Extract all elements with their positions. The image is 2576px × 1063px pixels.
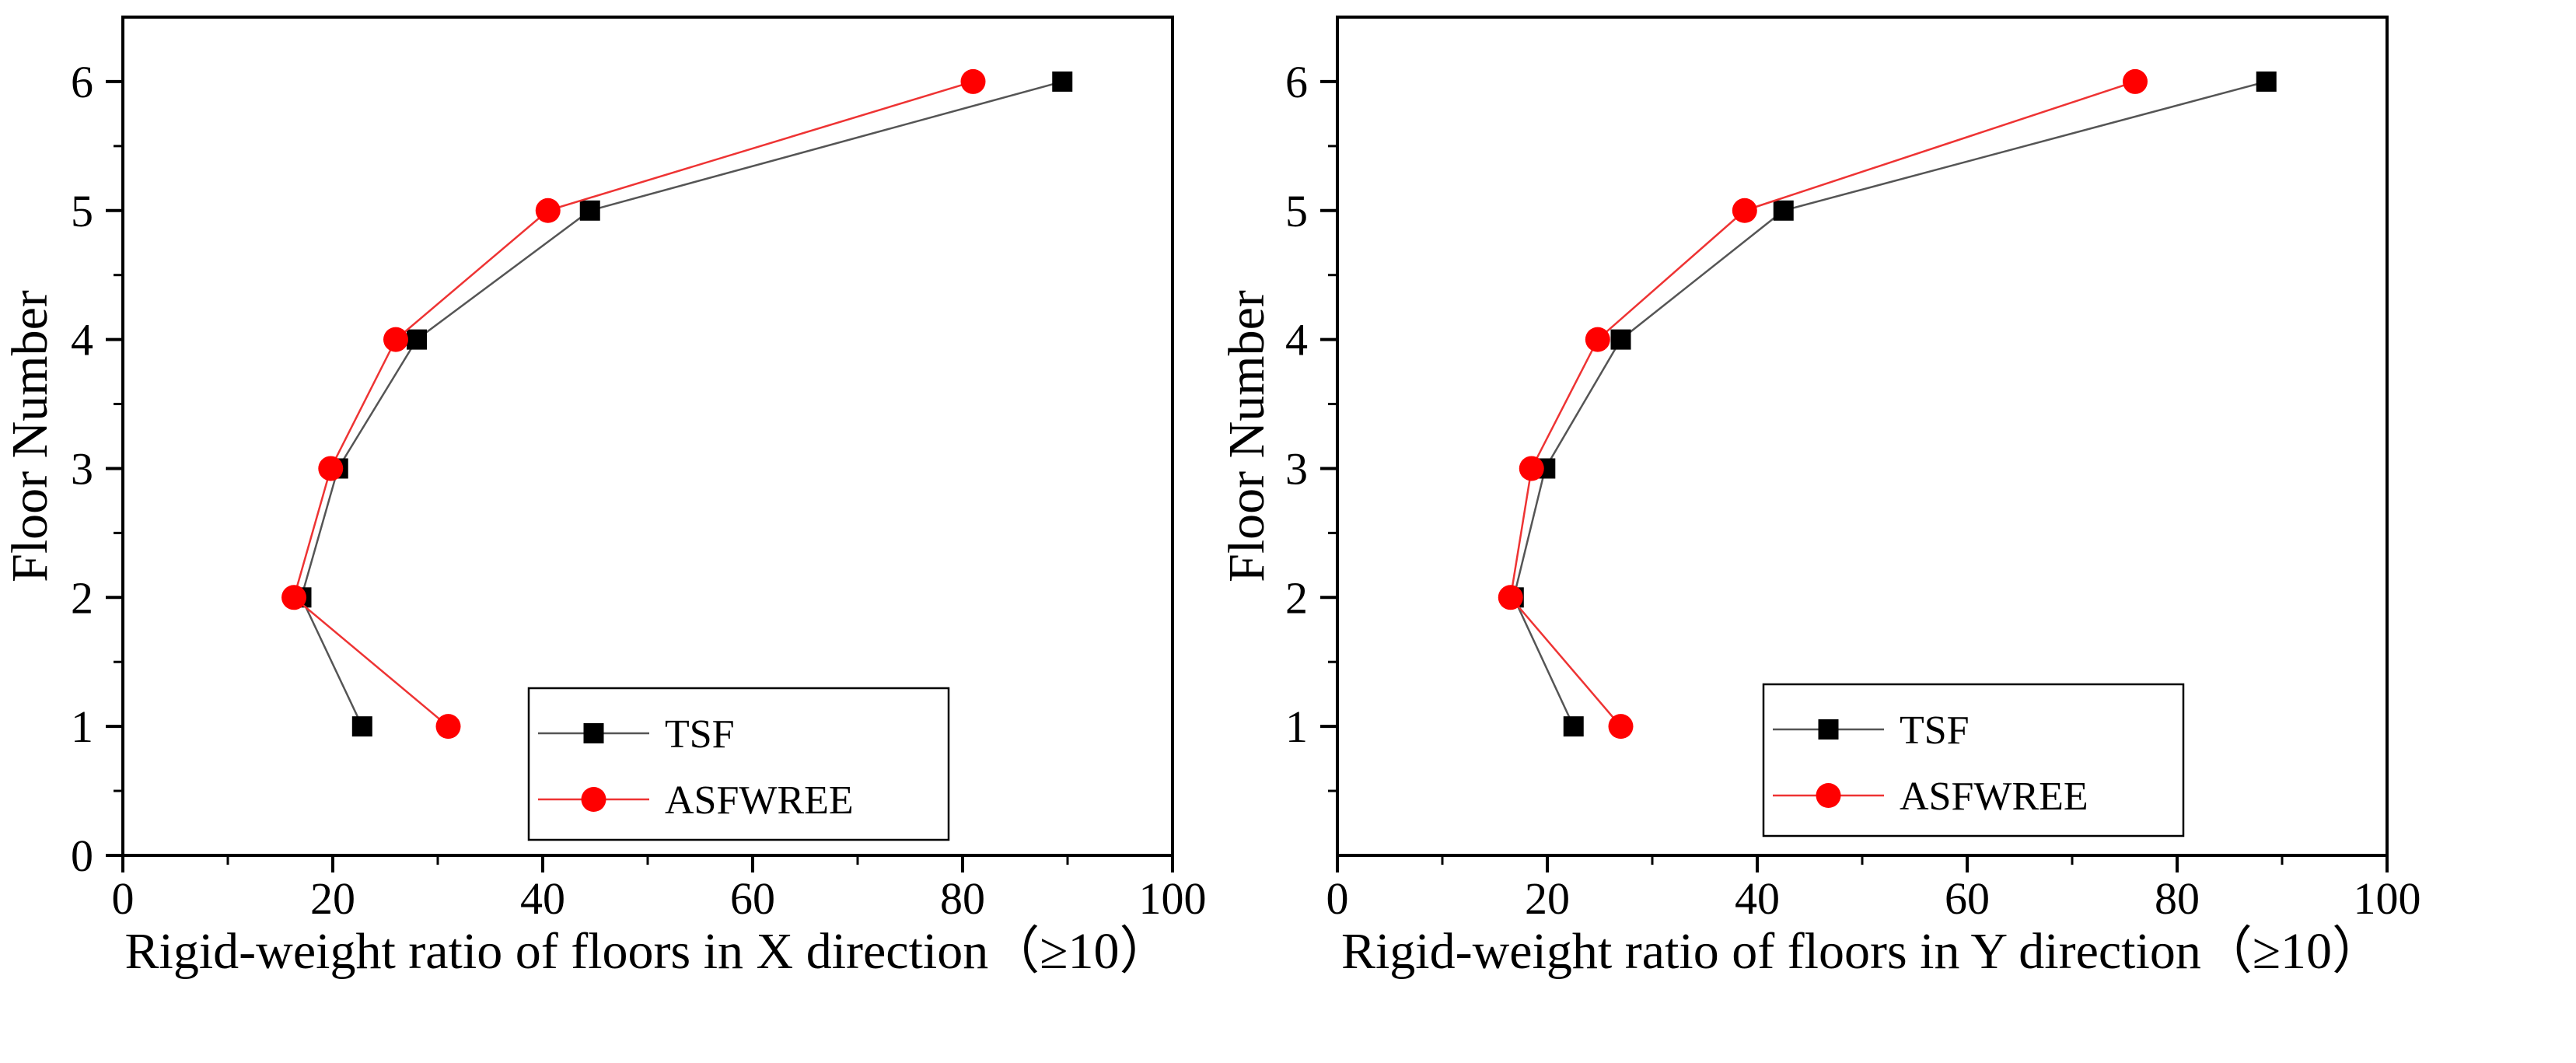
series-line-tsf [1512,80,2267,727]
data-point-tsf [1773,200,1794,221]
data-point-tsf [1610,329,1631,350]
x-tick-label: 80 [2155,873,2200,924]
y-tick-label: 2 [71,572,93,623]
y-tick-label: 3 [1285,443,1308,494]
x-axis-title: Rigid-weight ratio of floors in X direct… [124,923,1170,980]
data-point-tsf [1052,71,1073,92]
x-tick-label: 100 [2354,873,2421,924]
data-point-asfwree [1585,327,1610,352]
data-point-asfwree [960,68,986,94]
legend: TSF ASFWREE [527,687,950,841]
data-point-asfwree [318,456,344,481]
legend-label-asfwree: ASFWREE [1900,775,2088,819]
y-tick-label: 6 [1285,57,1308,107]
data-point-tsf [407,329,427,350]
y-tick-label: 2 [1285,572,1308,623]
y-tick-label: 4 [71,315,93,365]
data-point-asfwree [1519,456,1544,481]
y-tick-label: 6 [71,57,93,107]
y-tick-label: 5 [71,186,93,236]
y-tick-label: 1 [1285,701,1308,752]
x-tick-label: 60 [1945,873,1990,924]
x-tick-label: 40 [1735,873,1780,924]
data-point-tsf [2256,71,2277,92]
data-point-asfwree [281,585,307,610]
legend: TSF ASFWREE [1762,683,2185,837]
data-point-asfwree [2123,68,2148,94]
series-line-asfwree [1509,80,2136,727]
x-tick-label: 40 [520,873,565,924]
y-tick-label: 0 [71,830,93,881]
data-point-asfwree [535,198,561,223]
x-tick-label: 60 [730,873,775,924]
legend-marker-asfwree [581,787,606,812]
y-tick-label: 1 [71,701,93,752]
series-line-tsf [300,80,1063,727]
y-tick-label: 3 [71,443,93,494]
data-point-asfwree [383,327,408,352]
data-point-tsf [579,200,600,221]
legend-box [527,687,950,841]
legend-label-asfwree: ASFWREE [665,778,854,823]
legend-label-tsf: TSF [1900,708,1970,753]
data-point-tsf [351,716,372,737]
x-tick-label: 100 [1139,873,1207,924]
x-axis-title: Rigid-weight ratio of floors in Y direct… [1341,923,2383,980]
data-point-asfwree [435,714,461,740]
data-point-asfwree [1498,585,1523,610]
data-point-asfwree [1732,198,1757,223]
x-tick-label: 20 [310,873,355,924]
y-tick-label: 4 [1285,315,1308,365]
y-axis-title: Floor Number [1218,290,1275,582]
y-axis-title: Floor Number [2,290,58,582]
chart-y-direction: 0 20 40 60 80 100 1 2 3 4 5 6 Rigid-weight ratio of … [1218,16,2421,980]
y-tick-label: 5 [1285,186,1308,236]
x-tick-label: 0 [1326,873,1349,924]
x-tick-label: 0 [112,873,135,924]
legend-box [1762,683,2185,837]
legend-label-tsf: TSF [665,712,735,757]
legend-marker-tsf [1818,719,1839,740]
x-tick-label: 80 [940,873,985,924]
x-tick-label: 20 [1525,873,1570,924]
chart-x-direction: 0 20 40 60 80 100 0 1 2 3 4 5 6 Rigid-weight ratio of… [2,16,1207,980]
data-point-tsf [1563,716,1584,737]
legend-marker-tsf [583,723,604,743]
data-point-asfwree [1608,714,1634,740]
legend-marker-asfwree [1816,783,1841,808]
series-line-asfwree [292,80,973,728]
